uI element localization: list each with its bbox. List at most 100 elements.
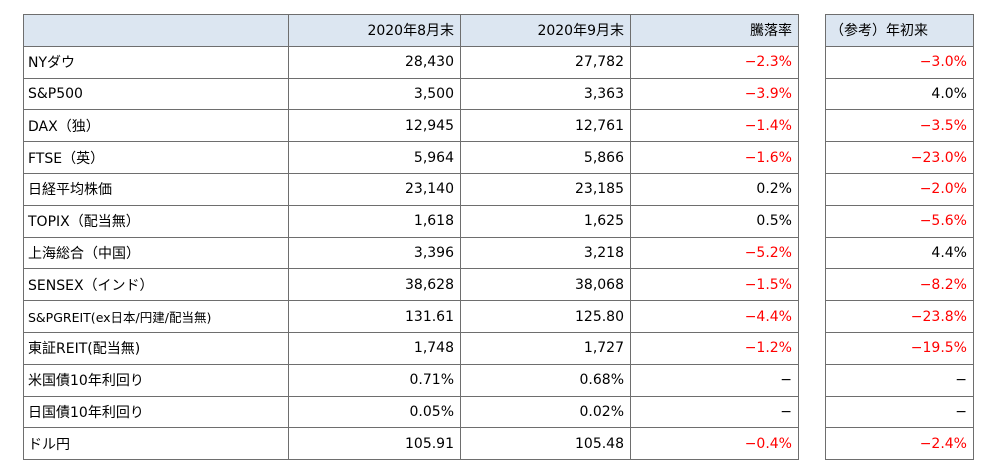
row-name-cell: 東証REIT(配当無) — [23, 331, 289, 365]
ytd-row: −2.4% — [825, 427, 974, 460]
aug-value-cell: 5,964 — [288, 141, 461, 174]
aug-value-cell: 3,500 — [288, 77, 461, 111]
change-rate-cell: −4.4% — [630, 300, 799, 333]
ytd-value-cell: − — [825, 395, 974, 429]
row-name-cell: S&PGREIT(ex日本/円建/配当無) — [23, 300, 289, 333]
aug-value-cell: 1,618 — [288, 204, 461, 238]
table-row: S&P500 3,500 3,363 −3.9% — [23, 77, 799, 111]
ytd-value-cell: −5.6% — [825, 204, 974, 238]
change-rate-cell: 0.2% — [630, 172, 799, 206]
ytd-row: −23.8% — [825, 300, 974, 333]
change-rate-cell: −1.2% — [630, 331, 799, 365]
row-name-cell: S&P500 — [23, 77, 289, 111]
ytd-table: （参考）年初来 −3.0% 4.0% −3.5% −23.0% −2.0% −5.6% 4.… — [825, 14, 974, 460]
sep-value-cell: 1,625 — [460, 204, 631, 238]
aug-value-cell: 12,945 — [288, 109, 461, 143]
change-rate-cell: 0.5% — [630, 204, 799, 238]
table-row: SENSEX（インド） 38,628 38,068 −1.5% — [23, 268, 799, 302]
table-row: NYダウ 28,430 27,782 −2.3% — [23, 45, 799, 79]
ytd-value-cell: −19.5% — [825, 331, 974, 365]
ytd-row: −23.0% — [825, 141, 974, 174]
row-name-cell: ドル円 — [23, 427, 289, 460]
sep-value-cell: 5,866 — [460, 141, 631, 174]
change-rate-cell: −1.5% — [630, 268, 799, 302]
sep-value-cell: 38,068 — [460, 268, 631, 302]
change-rate-cell: − — [630, 363, 799, 397]
header-change-rate: 騰落率 — [630, 14, 799, 47]
ytd-value-cell: −3.5% — [825, 109, 974, 143]
row-name-cell: 日経平均株価 — [23, 172, 289, 206]
sep-value-cell: 125.80 — [460, 300, 631, 333]
row-name-cell: 上海総合（中国） — [23, 236, 289, 270]
ytd-value-cell: 4.4% — [825, 236, 974, 270]
change-rate-cell: − — [630, 395, 799, 429]
ytd-value-cell: − — [825, 363, 974, 397]
sep-value-cell: 12,761 — [460, 109, 631, 143]
ytd-value-cell: −2.0% — [825, 172, 974, 206]
ytd-value-cell: −2.4% — [825, 427, 974, 460]
sep-value-cell: 27,782 — [460, 45, 631, 79]
row-name-cell: TOPIX（配当無） — [23, 204, 289, 238]
aug-value-cell: 131.61 — [288, 300, 461, 333]
table-row: TOPIX（配当無） 1,618 1,625 0.5% — [23, 204, 799, 238]
table-row: ドル円 105.91 105.48 −0.4% — [23, 427, 799, 460]
ytd-row: −3.5% — [825, 109, 974, 143]
table-row: DAX（独） 12,945 12,761 −1.4% — [23, 109, 799, 143]
ytd-row: −3.0% — [825, 45, 974, 79]
table-row: 東証REIT(配当無) 1,748 1,727 −1.2% — [23, 331, 799, 365]
change-rate-cell: −1.4% — [630, 109, 799, 143]
table-row: FTSE（英） 5,964 5,866 −1.6% — [23, 141, 799, 174]
change-rate-cell: −5.2% — [630, 236, 799, 270]
ytd-row: −5.6% — [825, 204, 974, 238]
change-rate-cell: −2.3% — [630, 45, 799, 79]
ytd-row: −2.0% — [825, 172, 974, 206]
row-name-cell: 米国債10年利回り — [23, 363, 289, 397]
aug-value-cell: 38,628 — [288, 268, 461, 302]
sep-value-cell: 105.48 — [460, 427, 631, 460]
header-sep-2020: 2020年9月末 — [460, 14, 631, 47]
row-name-cell: FTSE（英） — [23, 141, 289, 174]
row-name-cell: SENSEX（インド） — [23, 268, 289, 302]
ytd-row: − — [825, 363, 974, 397]
aug-value-cell: 28,430 — [288, 45, 461, 79]
ytd-value-cell: 4.0% — [825, 77, 974, 111]
market-table: 2020年8月末 2020年9月末 騰落率 NYダウ 28,430 27,782 −2… — [23, 14, 799, 460]
sep-value-cell: 3,363 — [460, 77, 631, 111]
aug-value-cell: 3,396 — [288, 236, 461, 270]
ytd-header-row: （参考）年初来 — [825, 14, 974, 47]
ytd-row: 4.0% — [825, 77, 974, 111]
ytd-value-cell: −23.8% — [825, 300, 974, 333]
header-row: 2020年8月末 2020年9月末 騰落率 — [23, 14, 799, 47]
ytd-value-cell: −3.0% — [825, 45, 974, 79]
change-rate-cell: −0.4% — [630, 427, 799, 460]
sep-value-cell: 0.02% — [460, 395, 631, 429]
table-row: 日国債10年利回り 0.05% 0.02% − — [23, 395, 799, 429]
table-row: 日経平均株価 23,140 23,185 0.2% — [23, 172, 799, 206]
change-rate-cell: −3.9% — [630, 77, 799, 111]
aug-value-cell: 1,748 — [288, 331, 461, 365]
header-ytd-reference: （参考）年初来 — [825, 14, 974, 47]
ytd-row: 4.4% — [825, 236, 974, 270]
aug-value-cell: 23,140 — [288, 172, 461, 206]
ytd-row: −19.5% — [825, 331, 974, 365]
change-rate-cell: −1.6% — [630, 141, 799, 174]
sep-value-cell: 1,727 — [460, 331, 631, 365]
sep-value-cell: 3,218 — [460, 236, 631, 270]
table-row: S&PGREIT(ex日本/円建/配当無) 131.61 125.80 −4.4% — [23, 300, 799, 333]
ytd-value-cell: −8.2% — [825, 268, 974, 302]
sep-value-cell: 0.68% — [460, 363, 631, 397]
header-blank-cell — [23, 14, 289, 47]
table-row: 米国債10年利回り 0.71% 0.68% − — [23, 363, 799, 397]
header-aug-2020: 2020年8月末 — [288, 14, 461, 47]
row-name-cell: 日国債10年利回り — [23, 395, 289, 429]
row-name-cell: NYダウ — [23, 45, 289, 79]
row-name-cell: DAX（独） — [23, 109, 289, 143]
ytd-value-cell: −23.0% — [825, 141, 974, 174]
aug-value-cell: 0.71% — [288, 363, 461, 397]
aug-value-cell: 105.91 — [288, 427, 461, 460]
table-row: 上海総合（中国） 3,396 3,218 −5.2% — [23, 236, 799, 270]
ytd-row: − — [825, 395, 974, 429]
sep-value-cell: 23,185 — [460, 172, 631, 206]
ytd-row: −8.2% — [825, 268, 974, 302]
aug-value-cell: 0.05% — [288, 395, 461, 429]
